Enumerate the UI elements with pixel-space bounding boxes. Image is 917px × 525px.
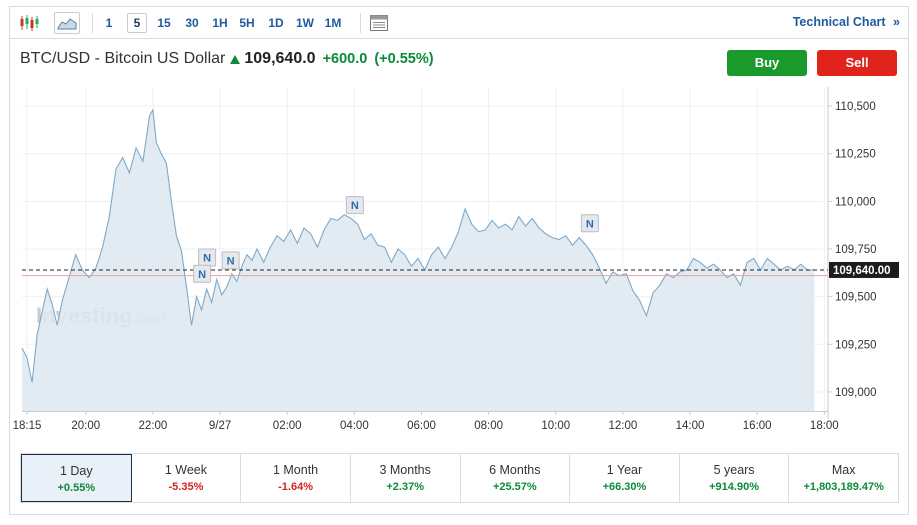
period-label: 1 Week [164,463,208,477]
y-tick-label: 109,500 [835,292,877,304]
period-1-week-tab[interactable]: 1 Week -5.35% [132,454,242,502]
y-tick-label: 110,000 [835,196,876,208]
x-tick-label: 18:15 [13,420,42,432]
y-tick-label: 109,000 [835,387,877,399]
period-change: +914.90% [709,481,759,493]
period-change: -1.64% [278,481,313,493]
technical-chart-link[interactable]: Technical Chart » [793,15,900,29]
news-marker-label: N [586,218,594,230]
candlestick-icon[interactable] [18,13,40,33]
timeframe-5h-button[interactable]: 5H [239,16,255,30]
news-marker-label: N [351,200,359,212]
timeframe-30-button[interactable]: 30 [185,16,199,30]
period-6-months-tab[interactable]: 6 Months +25.57% [461,454,571,502]
table-view-icon[interactable] [368,13,390,33]
period-selector: 1 Day +0.55% 1 Week -5.35% 1 Month -1.64% 3 Mo… [20,453,899,503]
period-label: 1 Month [272,463,319,477]
period-label: 6 Months [489,463,541,477]
timeframe-1d-button[interactable]: 1D [268,16,284,30]
timeframe-5-button[interactable]: 5 [127,13,147,33]
chart-toolbar: Technical Chart » 1 5 15 30 1H 5H 1D 1W 1M [10,7,908,39]
sell-button[interactable]: Sell [817,50,897,76]
period-change: +0.55% [57,482,96,494]
period-max-tab[interactable]: Max +1,803,189.47% [789,454,898,502]
period-1-month-tab[interactable]: 1 Month -1.64% [241,454,351,502]
period-5-years-tab[interactable]: 5 years +914.90% [680,454,790,502]
x-tick-label: 04:00 [340,420,369,432]
period-label: Max [831,463,856,477]
up-arrow-icon [230,54,241,64]
x-tick-label: 12:00 [609,420,638,432]
news-marker[interactable] [221,251,240,270]
last-price-badge-label: 109,640.00 [833,265,891,277]
news-marker[interactable] [345,196,364,215]
period-change: +66.30% [602,481,647,493]
timeframe-1m-button[interactable]: 1M [324,16,342,30]
double-chevron-right-icon: » [893,15,900,29]
instrument-header: BTC/USD - Bitcoin US Dollar 109,640.0 +6… [20,49,434,69]
news-marker[interactable] [193,264,212,283]
price-line [21,108,815,383]
news-marker[interactable] [580,214,599,233]
timeframe-1h-button[interactable]: 1H [212,16,228,30]
y-tick-label: 109,750 [835,244,877,256]
period-change: +1,803,189.47% [803,481,884,493]
period-1-year-tab[interactable]: 1 Year +66.30% [570,454,680,502]
timeframe-1-button[interactable]: 1 [105,16,113,30]
x-tick-label: 06:00 [407,420,436,432]
news-marker-label: N [227,255,235,267]
x-tick-label: 08:00 [474,420,503,432]
period-label: 3 Months [379,463,431,477]
x-tick-label: 22:00 [139,420,168,432]
price-chart[interactable]: Investing.comNNNNN110,500110,250110,0001… [10,7,908,447]
news-marker-label: N [203,253,211,265]
toolbar-divider [360,13,361,33]
toolbar-divider [92,13,93,33]
x-tick-label: 9/27 [209,420,231,432]
period-label: 5 years [713,463,755,477]
technical-chart-label: Technical Chart [792,15,886,29]
period-3-months-tab[interactable]: 3 Months +2.37% [351,454,461,502]
last-price: 109,640.0 [244,50,316,67]
x-tick-label: 02:00 [273,420,302,432]
price-change-percent: (+0.55%) [374,51,434,67]
area-chart-icon[interactable] [54,12,80,34]
y-tick-label: 110,250 [835,149,876,161]
last-price-badge [829,261,899,278]
period-label: 1 Year [606,463,643,477]
x-tick-label: 16:00 [743,420,772,432]
chart-widget: Technical Chart » 1 5 15 30 1H 5H 1D 1W 1M BTC/U… [9,6,909,515]
price-area-fill [22,109,815,412]
y-tick-label: 110,500 [835,101,876,113]
x-tick-label: 10:00 [541,420,570,432]
buy-button[interactable]: Buy [727,50,807,76]
period-change: -5.35% [168,481,204,493]
y-tick-label: 109,250 [835,339,877,351]
timeframe-15-button[interactable]: 15 [157,16,171,30]
instrument-name: BTC/USD - Bitcoin US Dollar [20,50,226,67]
x-tick-label: 18:00 [810,420,839,432]
x-tick-label: 14:00 [676,420,705,432]
price-change: +600.0 [322,51,368,67]
timeframe-1w-button[interactable]: 1W [296,16,314,30]
x-tick-label: 20:00 [71,420,100,432]
news-marker-label: N [198,269,206,281]
period-change: +2.37% [386,481,424,493]
period-label: 1 Day [59,464,93,478]
period-change: +25.57% [492,481,537,493]
period-1-day-tab[interactable]: 1 Day +0.55% [21,454,132,502]
